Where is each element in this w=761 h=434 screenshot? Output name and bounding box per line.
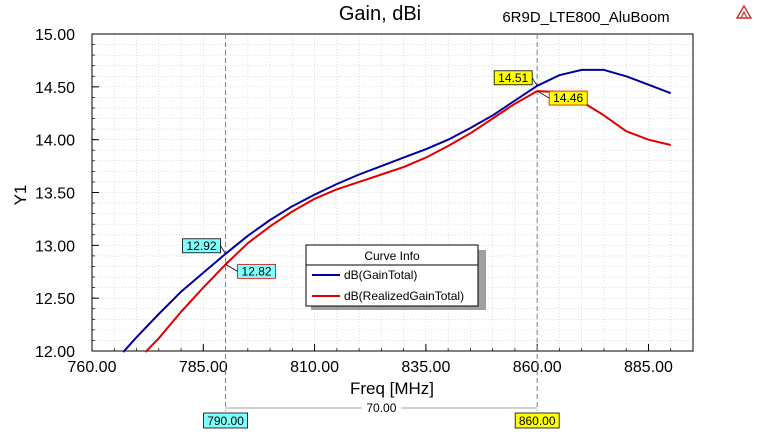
legend[interactable]: Curve Info dB(GainTotal) dB(RealizedGain… bbox=[305, 244, 486, 310]
x-tick-label: 885.00 bbox=[624, 359, 673, 376]
y-tick-label: 14.50 bbox=[35, 80, 75, 97]
chart-title: Gain, dBi bbox=[339, 3, 421, 25]
x-tick-label: 860.00 bbox=[513, 359, 562, 376]
y-tick-label: 13.00 bbox=[35, 238, 75, 255]
marker-pointer bbox=[531, 77, 538, 86]
marker-x-box bbox=[514, 412, 560, 429]
marker-pointer bbox=[225, 264, 238, 272]
marker-x-label: 790.00 bbox=[207, 414, 244, 428]
marker-pointer bbox=[536, 90, 550, 99]
delta-indicator: 70.00 bbox=[225, 401, 538, 415]
y-tick-label: 12.00 bbox=[35, 344, 75, 361]
y-tick-label: 13.50 bbox=[35, 186, 75, 203]
y-tick-label: 15.00 bbox=[35, 27, 75, 44]
legend-entry-realized-gain-total: dB(RealizedGainTotal) bbox=[344, 289, 464, 303]
marker-value-label: 14.51 bbox=[498, 71, 528, 85]
series-line-gain-total bbox=[122, 68, 672, 353]
x-tick-label: 785.00 bbox=[179, 359, 228, 376]
marker-lines bbox=[225, 34, 538, 411]
project-label: 6R9D_LTE800_AluBoom bbox=[502, 9, 669, 26]
y-tick-label: 12.50 bbox=[35, 291, 75, 308]
legend-entry-gain-total: dB(GainTotal) bbox=[344, 268, 417, 282]
legend-title: Curve Info bbox=[364, 249, 420, 263]
marker-value-label: 12.82 bbox=[242, 264, 272, 278]
axis-ticks: 760.00 785.00 810.00 835.00 860.00 885.00 12.0… bbox=[35, 27, 673, 376]
marker-labels: 790.00 12.92 12.82 860.00 14.51 14.46 bbox=[182, 70, 588, 429]
delta-label: 70.00 bbox=[366, 401, 396, 415]
x-tick-label: 835.00 bbox=[401, 359, 450, 376]
ansys-logo-icon bbox=[735, 4, 753, 19]
y-tick-label: 14.00 bbox=[35, 133, 75, 150]
x-tick-label: 810.00 bbox=[290, 359, 339, 376]
x-axis-label: Freq [MHz] bbox=[350, 379, 434, 398]
x-tick-label: 760.00 bbox=[68, 359, 117, 376]
marker-x-box bbox=[203, 412, 248, 429]
marker-value-label: 14.46 bbox=[553, 91, 583, 105]
marker-value-label: 12.92 bbox=[187, 239, 217, 253]
y-axis-label: Y1 bbox=[11, 185, 30, 206]
series-line-realized-gain-total bbox=[144, 90, 671, 353]
delta-label-bg bbox=[361, 401, 402, 414]
marker-pointer bbox=[220, 245, 226, 254]
marker-x-label: 860.00 bbox=[519, 414, 556, 428]
